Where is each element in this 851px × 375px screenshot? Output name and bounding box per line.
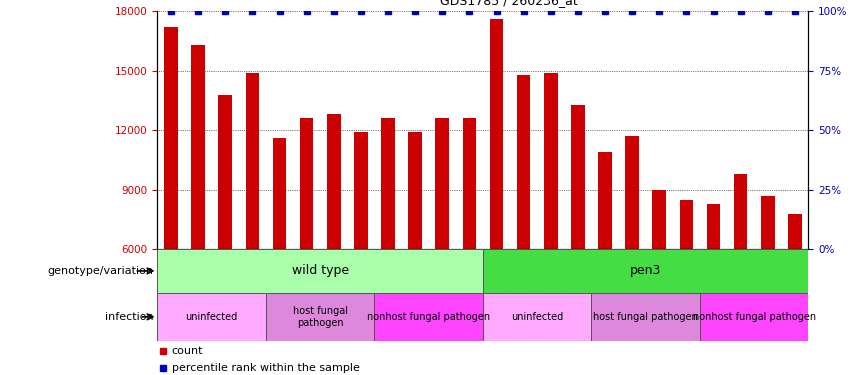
- Bar: [591, 292, 700, 341]
- Bar: [374, 292, 483, 341]
- Bar: [219, 94, 232, 249]
- Text: genotype/variation: genotype/variation: [47, 266, 153, 276]
- Bar: [266, 292, 374, 341]
- Bar: [571, 105, 585, 249]
- Bar: [544, 73, 557, 249]
- Bar: [489, 19, 503, 249]
- Bar: [246, 73, 260, 249]
- Text: count: count: [172, 346, 203, 356]
- Bar: [164, 27, 178, 249]
- Bar: [734, 174, 747, 249]
- Text: host fungal
pathogen: host fungal pathogen: [293, 306, 348, 328]
- Text: nonhost fungal pathogen: nonhost fungal pathogen: [367, 312, 490, 322]
- Bar: [272, 138, 286, 249]
- Bar: [483, 292, 591, 341]
- Text: pen3: pen3: [630, 264, 661, 278]
- Text: percentile rank within the sample: percentile rank within the sample: [172, 363, 360, 373]
- Bar: [463, 118, 477, 249]
- Bar: [788, 214, 802, 249]
- Text: uninfected: uninfected: [511, 312, 563, 322]
- Bar: [680, 200, 694, 249]
- Bar: [191, 45, 205, 249]
- Bar: [300, 118, 313, 249]
- Text: uninfected: uninfected: [186, 312, 237, 322]
- Bar: [706, 204, 720, 249]
- Bar: [483, 249, 808, 292]
- Bar: [598, 152, 612, 249]
- Bar: [408, 132, 422, 249]
- Bar: [653, 190, 666, 249]
- Bar: [381, 118, 395, 249]
- Bar: [761, 196, 774, 249]
- Bar: [700, 292, 808, 341]
- Text: wild type: wild type: [292, 264, 349, 278]
- Bar: [157, 292, 266, 341]
- Text: host fungal pathogen: host fungal pathogen: [593, 312, 698, 322]
- Text: GDS1785 / 260236_at: GDS1785 / 260236_at: [441, 0, 578, 8]
- Bar: [157, 249, 483, 292]
- Bar: [625, 136, 639, 249]
- Bar: [327, 114, 340, 249]
- Bar: [517, 75, 530, 249]
- Text: infection: infection: [105, 312, 153, 322]
- Bar: [436, 118, 449, 249]
- Bar: [354, 132, 368, 249]
- Text: nonhost fungal pathogen: nonhost fungal pathogen: [693, 312, 816, 322]
